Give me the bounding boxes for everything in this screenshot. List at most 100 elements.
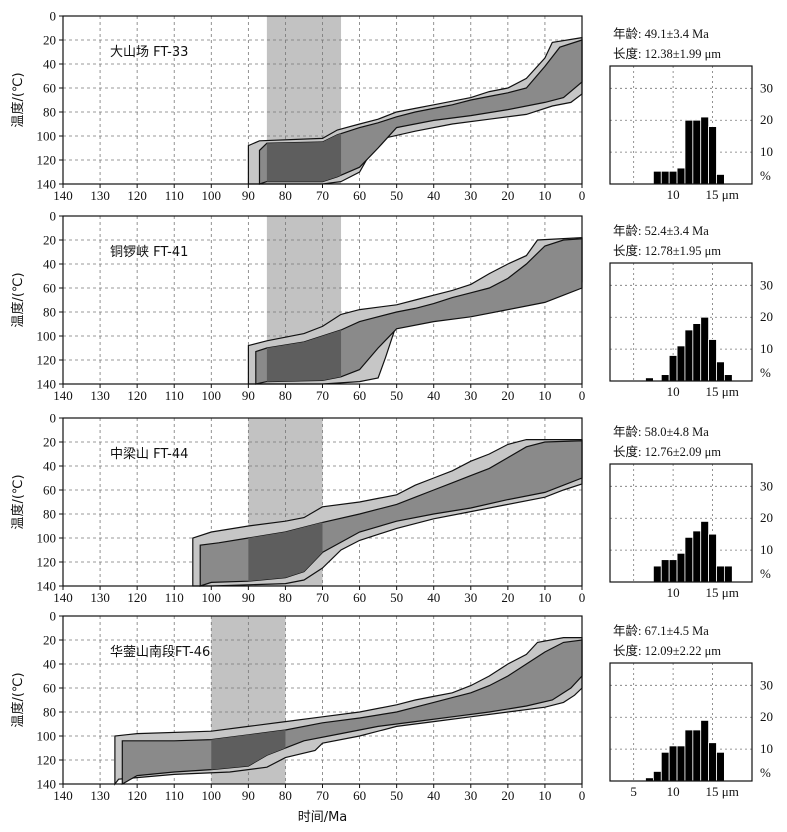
y-tick-label: 20	[43, 233, 56, 248]
y-axis-label: 温度/(℃)	[10, 474, 26, 529]
x-tick-label: 80	[279, 590, 292, 605]
x-tick-label: 40	[427, 188, 440, 203]
y-tick-label: 40	[43, 657, 56, 672]
y-tick-label: 0	[50, 9, 57, 24]
y-tick-label: 40	[43, 459, 56, 474]
hist-bar	[684, 729, 694, 782]
y-tick-label: 80	[43, 507, 56, 522]
hist-y-tick-label: 20	[760, 309, 773, 324]
hist-bar	[716, 751, 725, 782]
x-axis-label: 时间/Ma	[298, 810, 348, 825]
hist-y-tick-label: 10	[760, 542, 773, 557]
hist-x-tick-label: 10	[667, 784, 680, 799]
x-tick-label: 90	[242, 388, 255, 403]
x-tick-label: 140	[53, 388, 73, 403]
x-tick-label: 90	[242, 788, 255, 803]
hist-bar	[700, 521, 710, 583]
y-tick-label: 140	[37, 777, 57, 792]
histogram-frame	[609, 463, 753, 583]
hist-bar	[708, 339, 717, 382]
hist-bar	[700, 316, 710, 382]
sample-label: 铜锣峡 FT-41	[110, 245, 188, 260]
y-tick-label: 20	[43, 33, 56, 48]
x-tick-label: 50	[390, 788, 403, 803]
hist-bar	[708, 742, 717, 782]
x-tick-label: 30	[464, 788, 477, 803]
hist-y-tick-label: 30	[760, 80, 773, 95]
hist-bar	[668, 559, 678, 583]
hist-bar	[668, 745, 678, 782]
y-tick-label: 0	[50, 411, 57, 426]
x-tick-label: 70	[316, 590, 329, 605]
hist-bar	[668, 355, 678, 382]
age-text: 年龄: 67.1±4.5 Ma	[613, 624, 709, 638]
x-tick-label: 110	[165, 788, 184, 803]
y-tick-label: 80	[43, 105, 56, 120]
hist-bar	[676, 745, 686, 782]
x-tick-label: 100	[202, 788, 222, 803]
hist-y-tick-label: 10	[760, 144, 773, 159]
x-tick-label: 80	[279, 188, 292, 203]
x-tick-label: 110	[165, 590, 184, 605]
x-tick-label: 10	[538, 188, 551, 203]
x-tick-label: 0	[579, 788, 586, 803]
x-tick-label: 20	[501, 590, 514, 605]
hist-y-tick-label: 20	[760, 709, 773, 724]
hist-y-tick-label: %	[760, 365, 771, 380]
hist-bar	[723, 374, 733, 382]
x-tick-label: 60	[353, 388, 366, 403]
x-tick-label: 70	[316, 788, 329, 803]
x-tick-label: 100	[202, 590, 222, 605]
y-tick-label: 0	[50, 209, 57, 224]
x-tick-label: 70	[316, 188, 329, 203]
histogram-frame	[609, 65, 753, 185]
tt-panel-3: 140 130 120 110 100 90 80 70 60 50 40 30 20 10 0020406…	[10, 411, 585, 606]
x-tick-label: 140	[53, 188, 73, 203]
x-tick-label: 130	[90, 788, 110, 803]
length-text: 长度: 12.09±2.22 μm	[613, 643, 721, 658]
x-tick-label: 20	[501, 388, 514, 403]
hist-y-tick-label: %	[760, 168, 771, 183]
hist-bar	[700, 116, 710, 185]
x-tick-label: 60	[353, 188, 366, 203]
x-tick-label: 50	[390, 388, 403, 403]
x-tick-label: 120	[127, 388, 147, 403]
y-tick-label: 0	[50, 609, 57, 624]
hist-y-tick-label: 30	[760, 478, 773, 493]
x-tick-label: 30	[464, 188, 477, 203]
hist-bar	[660, 751, 670, 782]
hist-x-tick-label: 15 μm	[706, 784, 739, 799]
hist-bar	[684, 329, 694, 382]
hist-x-tick-label: 15 μm	[706, 187, 739, 202]
y-tick-label: 140	[37, 177, 57, 192]
tt-panel-1: 140 130 120 110 100 90 80 70 60 50 40 30 20 10 0020406…	[10, 9, 585, 204]
x-tick-label: 30	[464, 388, 477, 403]
y-tick-label: 120	[37, 555, 57, 570]
x-tick-label: 10	[538, 388, 551, 403]
x-tick-label: 0	[579, 388, 586, 403]
x-tick-label: 30	[464, 590, 477, 605]
hist-bar	[684, 536, 694, 583]
tt-panel-4: 140 130 120 110 100 90 80 70 60 50 40 30 20 10 0020406…	[10, 609, 585, 804]
length-histogram-4: 年龄: 67.1±4.5 Ma 长度: 12.09±2.22 μm 30 20 10% 5…	[609, 624, 773, 799]
x-tick-label: 40	[427, 388, 440, 403]
sample-label: 大山场 FT-33	[110, 45, 188, 60]
x-tick-label: 110	[165, 188, 184, 203]
x-tick-label: 40	[427, 590, 440, 605]
y-tick-label: 60	[43, 483, 56, 498]
hist-x-tick-label: 5	[630, 784, 637, 799]
hist-bar	[723, 565, 733, 583]
hist-y-tick-label: 30	[760, 677, 773, 692]
y-axis-label: 温度/(℃)	[10, 72, 26, 127]
length-text: 长度: 12.78±1.95 μm	[613, 243, 721, 258]
x-tick-label: 20	[501, 188, 514, 203]
histogram-background	[610, 66, 752, 184]
y-tick-label: 20	[43, 633, 56, 648]
y-tick-label: 120	[37, 753, 57, 768]
length-histogram-2: 年龄: 52.4±3.4 Ma 长度: 12.78±1.95 μm 30 20 10% 1…	[609, 224, 773, 399]
y-tick-label: 60	[43, 81, 56, 96]
x-tick-label: 120	[127, 788, 147, 803]
hist-x-tick-label: 15 μm	[706, 384, 739, 399]
y-tick-label: 40	[43, 57, 56, 72]
length-histogram-3: 年龄: 58.0±4.8 Ma 长度: 12.76±2.09 μm 30 20 10% 1…	[609, 425, 773, 600]
